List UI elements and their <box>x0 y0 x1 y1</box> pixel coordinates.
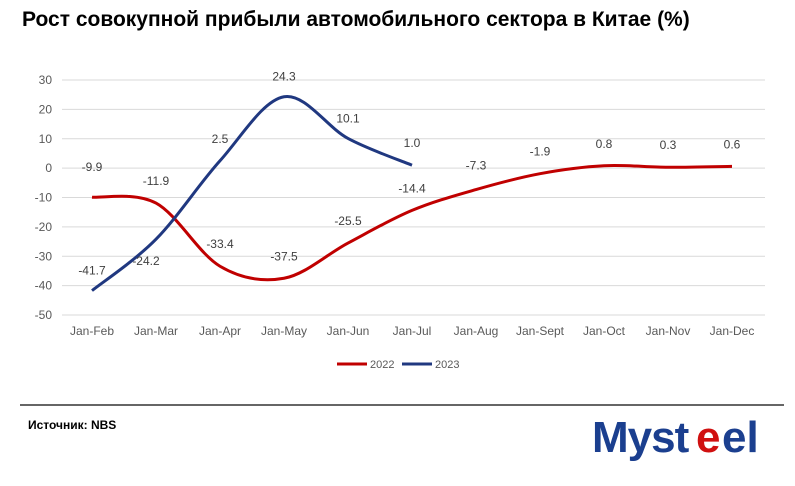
data-label: 0.6 <box>724 137 741 151</box>
mysteel-logo: Myst e el <box>592 413 759 462</box>
x-tick-label: Jan-Aug <box>454 324 499 338</box>
series-line-2022 <box>91 164 733 282</box>
source-note: Источник: NBS <box>28 418 117 432</box>
legend-label: 2023 <box>435 359 459 371</box>
svg-text:el: el <box>722 413 759 462</box>
x-tick-label: Jan-Apr <box>199 324 241 338</box>
x-tick-label: Jan-Jun <box>327 324 370 338</box>
divider <box>20 404 784 406</box>
data-label: -24.2 <box>132 254 160 268</box>
data-label: 0.3 <box>660 138 677 152</box>
series-line-2023 <box>91 95 413 292</box>
data-label: 24.3 <box>272 70 296 84</box>
data-label: -41.7 <box>78 264 106 278</box>
x-tick-label: Jan-Sept <box>516 324 565 338</box>
x-tick-label: Jan-Oct <box>583 324 626 338</box>
y-tick-label: -30 <box>35 249 53 263</box>
data-label: -14.4 <box>398 181 426 195</box>
x-tick-label: Jan-Dec <box>710 324 755 338</box>
y-tick-label: 0 <box>45 161 52 175</box>
svg-text:e: e <box>696 413 720 462</box>
y-tick-label: -10 <box>35 191 53 205</box>
y-tick-label: -40 <box>35 279 53 293</box>
data-label: 2.5 <box>212 132 229 146</box>
data-label: -37.5 <box>270 249 298 263</box>
y-tick-label: 10 <box>39 132 53 146</box>
y-tick-label: -50 <box>35 308 53 322</box>
data-label: 10.1 <box>336 111 360 125</box>
x-tick-label: Jan-Jul <box>393 324 432 338</box>
y-tick-label: -20 <box>35 220 53 234</box>
legend-label: 2022 <box>370 359 394 371</box>
data-label: -7.3 <box>466 159 487 173</box>
data-label: -1.9 <box>530 145 551 159</box>
data-label: -25.5 <box>334 214 362 228</box>
y-tick-label: 30 <box>39 73 53 87</box>
svg-text:Myst: Myst <box>592 413 690 462</box>
line-chart: 30 20 10 0 -10 -20 -30 -40 -50 Jan-Feb Jan-Mar Jan-… <box>35 70 765 371</box>
x-tick-label: Jan-May <box>261 324 307 338</box>
data-label: -11.9 <box>143 174 170 188</box>
data-label: -33.4 <box>206 237 234 251</box>
x-tick-label: Jan-Mar <box>134 324 178 338</box>
x-tick-label: Jan-Nov <box>646 324 691 338</box>
chart-title: Рост совокупной прибыли автомобильного с… <box>22 8 690 31</box>
x-tick-label: Jan-Feb <box>70 324 114 338</box>
data-label: 0.8 <box>596 137 613 151</box>
data-label: -9.9 <box>82 160 103 174</box>
data-label: 1.0 <box>404 136 421 150</box>
y-tick-label: 20 <box>39 102 53 116</box>
